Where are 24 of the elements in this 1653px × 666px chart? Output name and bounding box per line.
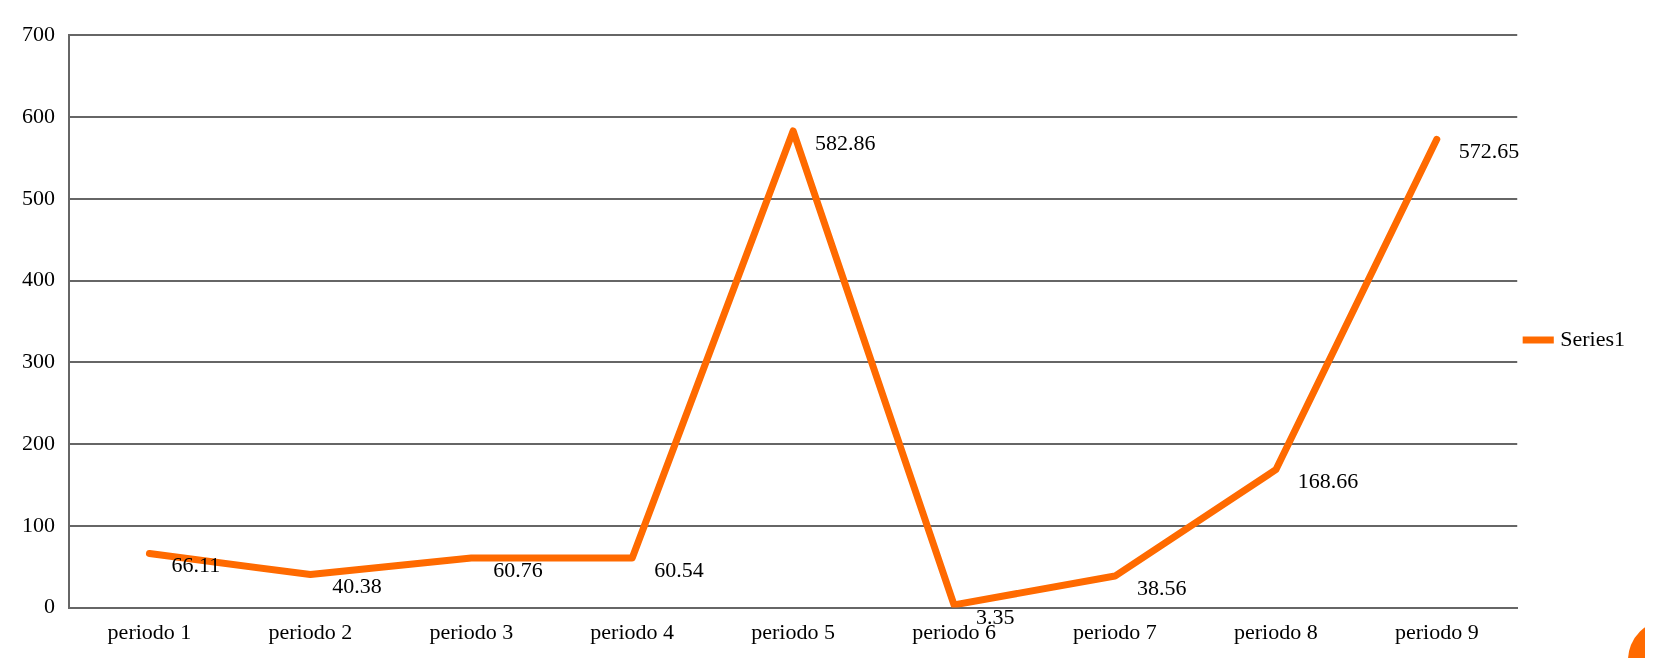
y-tick-label: 300	[22, 348, 55, 374]
y-tick-label: 500	[22, 184, 55, 210]
y-tick-label: 700	[22, 20, 55, 46]
x-tick-label: periodo 1	[107, 618, 192, 644]
x-tick-label: periodo 5	[751, 618, 835, 644]
y-tick-label: 600	[22, 102, 55, 128]
y-tick-label: 0	[44, 593, 55, 619]
data-label: 168.66	[1297, 468, 1359, 494]
data-label: 582.86	[815, 129, 876, 155]
x-tick-label: periodo 7	[1073, 618, 1157, 644]
data-label: 38.56	[1136, 574, 1187, 600]
data-label: 60.76	[493, 556, 543, 582]
y-tick-label: 100	[22, 511, 55, 537]
y-tick-label: 200	[22, 429, 55, 455]
x-tick-label: periodo 4	[590, 618, 675, 644]
x-tick-label: periodo 3	[429, 618, 514, 644]
x-tick-label: periodo 9	[1394, 618, 1479, 644]
data-label: 60.54	[654, 556, 704, 582]
x-tick-label: periodo 2	[268, 618, 353, 644]
data-label: 572.65	[1458, 138, 1520, 164]
y-tick-label: 400	[22, 266, 55, 292]
data-label: 40.38	[332, 573, 382, 599]
legend-label: Series1	[1560, 325, 1625, 351]
x-tick-label: periodo 8	[1234, 618, 1318, 644]
